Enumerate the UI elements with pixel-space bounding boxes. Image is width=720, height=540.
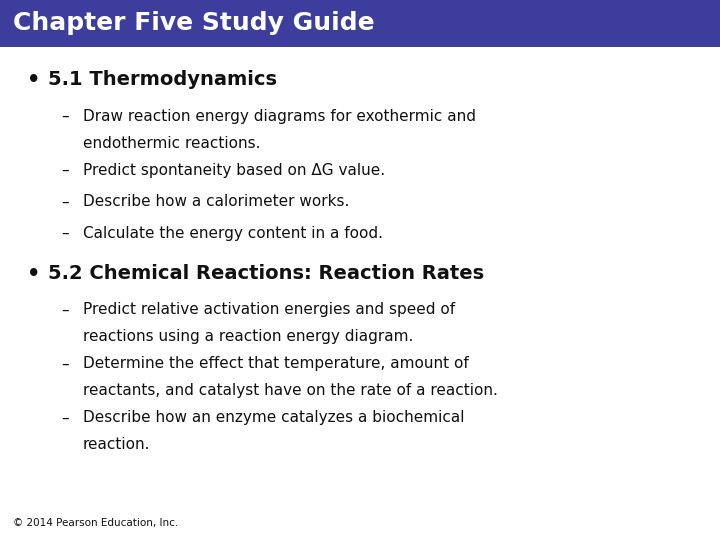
Text: reactants, and catalyst have on the rate of a reaction.: reactants, and catalyst have on the rate… — [83, 383, 498, 398]
Text: Draw reaction energy diagrams for exothermic and: Draw reaction energy diagrams for exothe… — [83, 109, 476, 124]
Text: 5.1 Thermodynamics: 5.1 Thermodynamics — [48, 70, 276, 89]
Text: Calculate the energy content in a food.: Calculate the energy content in a food. — [83, 226, 383, 241]
Text: Determine the effect that temperature, amount of: Determine the effect that temperature, a… — [83, 356, 469, 372]
Text: –: – — [61, 226, 69, 241]
Text: –: – — [61, 163, 69, 178]
Bar — [0, 0, 720, 47]
Text: –: – — [61, 194, 69, 210]
Text: © 2014 Pearson Education, Inc.: © 2014 Pearson Education, Inc. — [13, 518, 179, 528]
Text: –: – — [61, 356, 69, 372]
Text: •: • — [27, 264, 41, 284]
Text: –: – — [61, 109, 69, 124]
Text: Chapter Five Study Guide: Chapter Five Study Guide — [13, 11, 374, 36]
Text: Describe how an enzyme catalyzes a biochemical: Describe how an enzyme catalyzes a bioch… — [83, 410, 464, 426]
Text: 5.2 Chemical Reactions: Reaction Rates: 5.2 Chemical Reactions: Reaction Rates — [48, 264, 484, 282]
Text: •: • — [27, 70, 41, 90]
Text: reaction.: reaction. — [83, 437, 150, 452]
Text: Describe how a calorimeter works.: Describe how a calorimeter works. — [83, 194, 349, 210]
Text: reactions using a reaction energy diagram.: reactions using a reaction energy diagra… — [83, 329, 413, 344]
Text: Predict relative activation energies and speed of: Predict relative activation energies and… — [83, 302, 455, 318]
Text: –: – — [61, 410, 69, 426]
Text: Predict spontaneity based on ΔG value.: Predict spontaneity based on ΔG value. — [83, 163, 385, 178]
Text: –: – — [61, 302, 69, 318]
Text: endothermic reactions.: endothermic reactions. — [83, 136, 261, 151]
